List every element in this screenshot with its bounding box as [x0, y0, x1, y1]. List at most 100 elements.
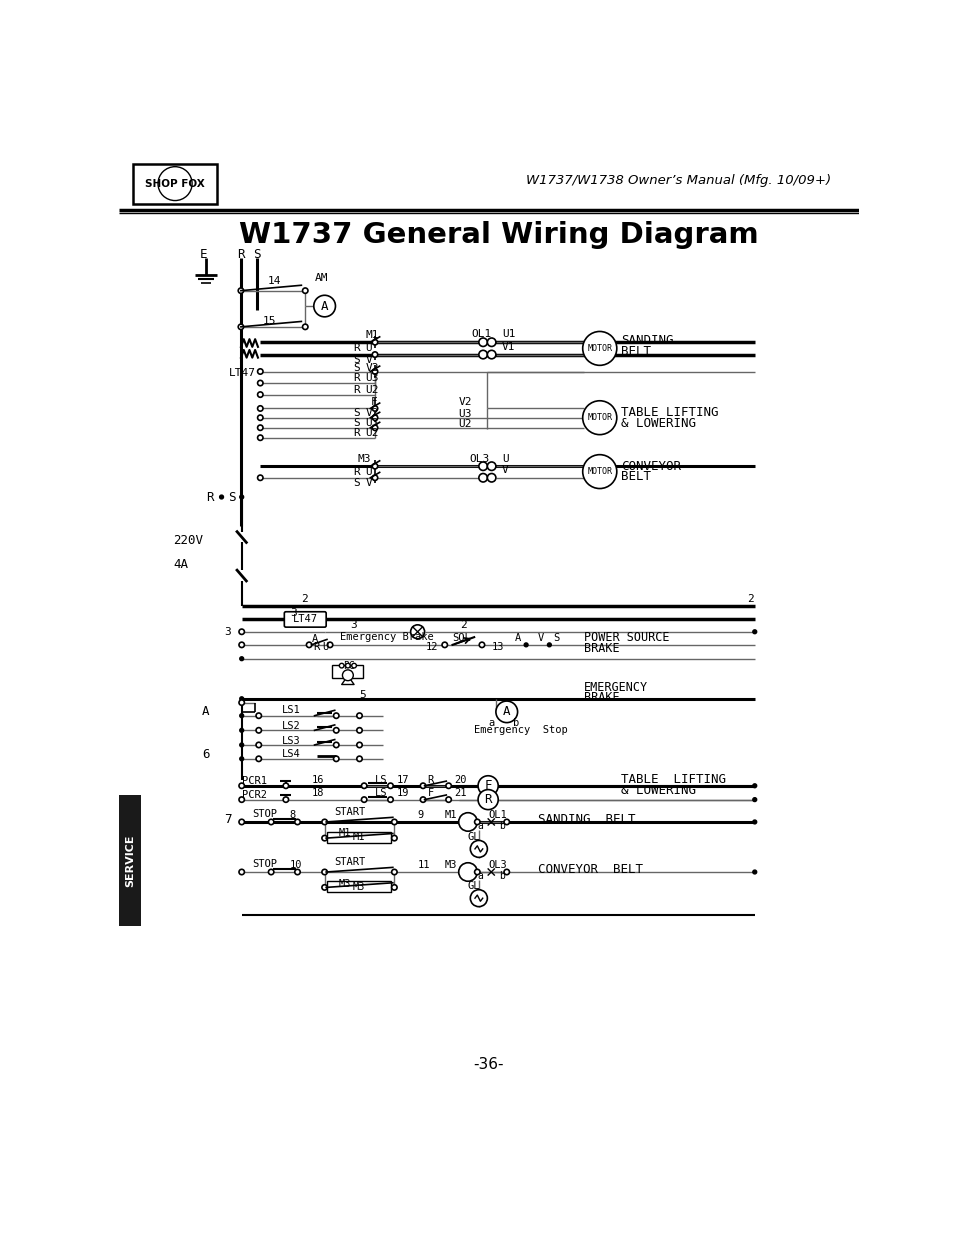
- Bar: [119, 795, 141, 926]
- Text: V: V: [365, 354, 372, 366]
- Text: U: U: [501, 453, 508, 463]
- Circle shape: [238, 288, 243, 294]
- Text: U3: U3: [365, 419, 378, 429]
- Circle shape: [496, 701, 517, 722]
- Circle shape: [752, 798, 756, 802]
- Circle shape: [268, 819, 274, 825]
- Circle shape: [339, 663, 344, 668]
- Text: A: A: [311, 635, 317, 645]
- Text: S: S: [228, 490, 235, 504]
- Text: START: START: [335, 857, 366, 867]
- Text: LS1: LS1: [282, 705, 300, 715]
- Circle shape: [294, 869, 300, 874]
- Text: U2: U2: [365, 429, 378, 438]
- Text: SANDING: SANDING: [620, 335, 673, 347]
- Text: W1737 General Wiring Diagram: W1737 General Wiring Diagram: [239, 221, 758, 249]
- Text: Emergency  Stop: Emergency Stop: [474, 725, 567, 735]
- Text: 5: 5: [359, 690, 366, 700]
- Circle shape: [445, 783, 451, 788]
- Circle shape: [372, 352, 377, 357]
- Text: F: F: [371, 398, 377, 408]
- Circle shape: [752, 784, 756, 788]
- Text: S: S: [353, 363, 359, 373]
- Text: 14: 14: [268, 277, 281, 287]
- Circle shape: [342, 669, 353, 680]
- Text: STOP: STOP: [253, 860, 277, 869]
- Text: 3: 3: [290, 608, 296, 618]
- Circle shape: [372, 463, 377, 469]
- Circle shape: [239, 700, 244, 705]
- Circle shape: [478, 642, 484, 647]
- Text: U: U: [322, 642, 328, 652]
- Text: 15: 15: [262, 316, 275, 326]
- Circle shape: [392, 869, 396, 874]
- Text: a: a: [488, 719, 494, 729]
- Text: AM: AM: [314, 273, 328, 283]
- Text: LS4: LS4: [282, 750, 300, 760]
- Circle shape: [334, 727, 338, 734]
- Text: OL1: OL1: [488, 810, 506, 820]
- Circle shape: [582, 454, 617, 489]
- Text: LS: LS: [375, 788, 387, 799]
- Circle shape: [487, 351, 496, 359]
- Circle shape: [356, 742, 362, 747]
- Circle shape: [239, 657, 243, 661]
- Text: a: a: [476, 871, 482, 881]
- Circle shape: [503, 869, 509, 874]
- Circle shape: [334, 713, 338, 719]
- Text: BRAKE: BRAKE: [583, 692, 619, 704]
- Circle shape: [219, 495, 223, 499]
- Circle shape: [356, 713, 362, 719]
- Text: LT47: LT47: [293, 615, 317, 625]
- Circle shape: [158, 167, 192, 200]
- Text: & LOWERING: & LOWERING: [620, 416, 695, 430]
- Text: PC: PC: [343, 662, 355, 672]
- Text: 6: 6: [202, 748, 210, 762]
- Text: M3: M3: [444, 860, 456, 871]
- Circle shape: [478, 351, 487, 359]
- Circle shape: [255, 742, 261, 747]
- Bar: [327, 882, 390, 892]
- Circle shape: [387, 797, 393, 803]
- Text: M1: M1: [352, 832, 365, 842]
- Circle shape: [458, 813, 476, 831]
- Text: 9: 9: [417, 810, 423, 820]
- Text: 11: 11: [417, 860, 430, 871]
- Text: A: A: [502, 705, 510, 719]
- Text: CONVEYOR  BELT: CONVEYOR BELT: [537, 863, 642, 876]
- Text: TABLE  LIFTING: TABLE LIFTING: [620, 773, 725, 787]
- Circle shape: [255, 713, 261, 719]
- Text: 18: 18: [311, 788, 324, 799]
- Text: STOP: STOP: [253, 809, 277, 819]
- Circle shape: [361, 797, 367, 803]
- Text: A: A: [514, 632, 520, 643]
- Text: LS: LS: [375, 774, 387, 784]
- Circle shape: [392, 819, 396, 825]
- Text: 3: 3: [224, 626, 231, 637]
- Text: S: S: [253, 248, 260, 261]
- Bar: [133, 163, 216, 204]
- Text: U2: U2: [458, 419, 472, 429]
- Circle shape: [257, 380, 263, 385]
- Circle shape: [420, 783, 425, 788]
- Text: F: F: [484, 779, 492, 793]
- Text: 16: 16: [311, 774, 324, 784]
- Text: 7: 7: [224, 813, 232, 826]
- Text: 13: 13: [491, 642, 503, 652]
- Text: LS3: LS3: [282, 736, 300, 746]
- Circle shape: [356, 727, 362, 734]
- Circle shape: [487, 462, 496, 471]
- Text: A: A: [202, 705, 210, 719]
- Text: V: V: [537, 632, 543, 643]
- Circle shape: [441, 642, 447, 647]
- Text: R: R: [236, 248, 244, 261]
- Circle shape: [470, 889, 487, 906]
- Text: R: R: [353, 373, 359, 383]
- Circle shape: [458, 863, 476, 882]
- Text: V: V: [365, 478, 372, 488]
- Bar: [332, 664, 363, 678]
- Circle shape: [238, 324, 243, 330]
- Text: 19: 19: [396, 788, 409, 799]
- Circle shape: [356, 756, 362, 762]
- Circle shape: [392, 835, 396, 841]
